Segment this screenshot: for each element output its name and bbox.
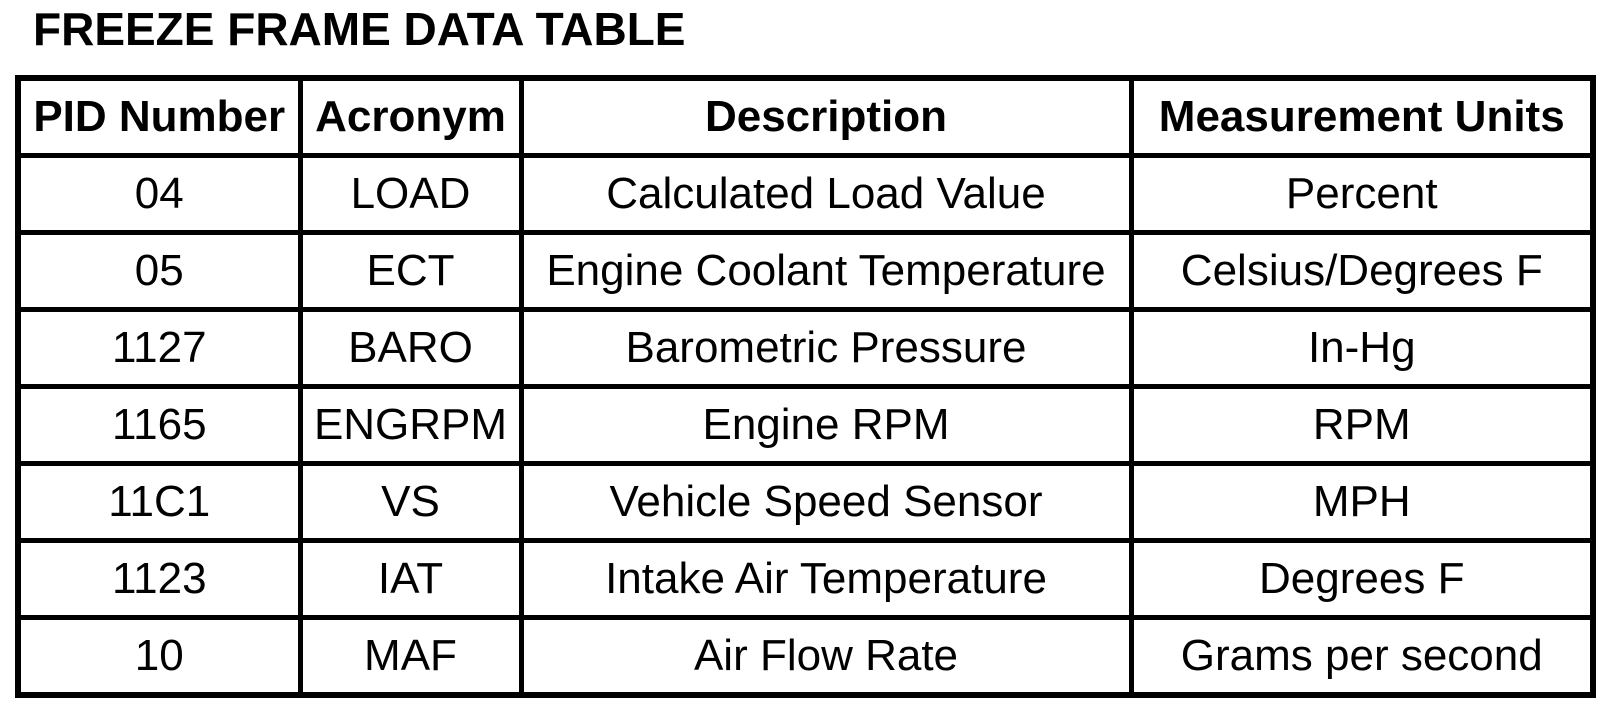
acronym-cell: ECT [297, 230, 524, 312]
table-row: 11C1 VS Vehicle Speed Sensor MPH [15, 461, 1596, 543]
acronym-cell: LOAD [297, 153, 524, 235]
pid-cell: 1127 [15, 307, 303, 389]
description-cell: Barometric Pressure [518, 307, 1134, 389]
table-row: 1127 BARO Barometric Pressure In-Hg [15, 307, 1596, 389]
units-cell: MPH [1128, 461, 1596, 543]
acronym-cell: IAT [297, 538, 524, 620]
description-cell: Vehicle Speed Sensor [518, 461, 1134, 543]
pid-cell: 11C1 [15, 461, 303, 543]
pid-cell: 04 [15, 153, 303, 235]
table-row: 1165 ENGRPM Engine RPM RPM [15, 384, 1596, 466]
units-cell: RPM [1128, 384, 1596, 466]
table-row: 1123 IAT Intake Air Temperature Degrees … [15, 538, 1596, 620]
column-header-description: Description [518, 75, 1134, 158]
units-cell: Percent [1128, 153, 1596, 235]
pid-cell: 05 [15, 230, 303, 312]
pid-cell: 1165 [15, 384, 303, 466]
column-header-measurement-units: Measurement Units [1128, 75, 1596, 158]
description-cell: Engine RPM [518, 384, 1134, 466]
freeze-frame-data-table: PID Number Acronym Description Measureme… [15, 75, 1596, 698]
table-row: 05 ECT Engine Coolant Temperature Celsiu… [15, 230, 1596, 312]
units-cell: In-Hg [1128, 307, 1596, 389]
acronym-cell: BARO [297, 307, 524, 389]
description-cell: Calculated Load Value [518, 153, 1134, 235]
acronym-cell: MAF [297, 615, 524, 698]
table-row: 10 MAF Air Flow Rate Grams per second [15, 615, 1596, 698]
units-cell: Grams per second [1128, 615, 1596, 698]
pid-cell: 1123 [15, 538, 303, 620]
description-cell: Air Flow Rate [518, 615, 1134, 698]
units-cell: Celsius/Degrees F [1128, 230, 1596, 312]
units-cell: Degrees F [1128, 538, 1596, 620]
description-cell: Intake Air Temperature [518, 538, 1134, 620]
column-header-acronym: Acronym [297, 75, 524, 158]
table-header-row: PID Number Acronym Description Measureme… [15, 75, 1596, 158]
pid-cell: 10 [15, 615, 303, 698]
table-row: 04 LOAD Calculated Load Value Percent [15, 153, 1596, 235]
description-cell: Engine Coolant Temperature [518, 230, 1134, 312]
column-header-pid-number: PID Number [15, 75, 303, 158]
acronym-cell: VS [297, 461, 524, 543]
page-title: FREEZE FRAME DATA TABLE [33, 3, 686, 55]
acronym-cell: ENGRPM [297, 384, 524, 466]
